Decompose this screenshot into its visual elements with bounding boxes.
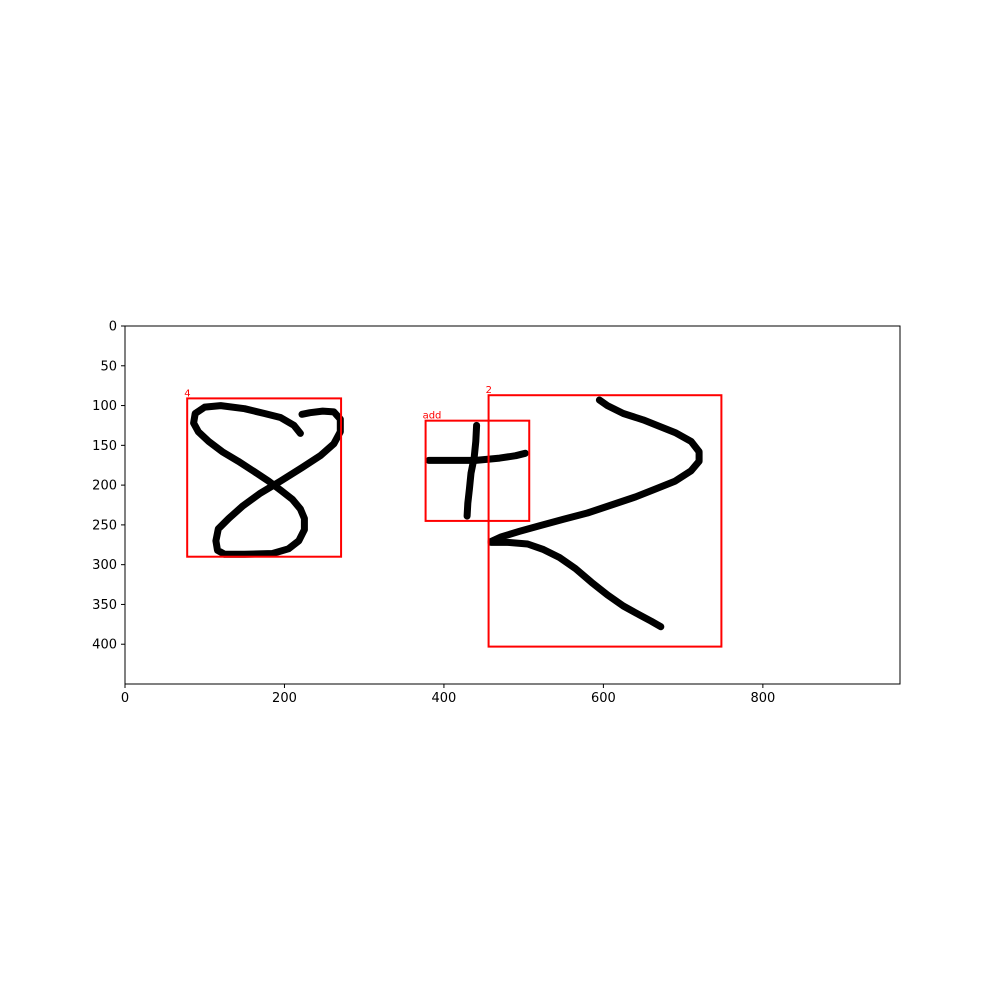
x-tick-label: 600 — [591, 691, 616, 706]
ink-stroke-3 — [463, 421, 481, 520]
y-tick-label: 200 — [92, 479, 117, 494]
x-tick-label: 200 — [272, 691, 297, 706]
axis-ticks: 0 200 400 600 800 0 50 100 150 200 250 300 350 400 — [92, 320, 775, 707]
handwriting-strokes — [190, 396, 703, 631]
box-label-add: add — [423, 411, 442, 422]
bounding-box-4 — [186, 397, 343, 558]
y-tick-label: 400 — [92, 638, 117, 653]
x-tick-label: 800 — [750, 691, 775, 706]
axes-frame — [124, 325, 901, 685]
box-label-4: 4 — [184, 388, 190, 399]
y-tick-label: 0 — [109, 320, 117, 335]
x-tick-label: 0 — [121, 691, 129, 706]
y-tick-label: 100 — [92, 399, 117, 414]
y-tick-label: 300 — [92, 558, 117, 573]
y-tick-label: 150 — [92, 439, 117, 454]
y-tick-label: 350 — [92, 598, 117, 613]
bounding-box-add — [424, 419, 531, 522]
box-label-2: 2 — [486, 385, 492, 396]
bounding-boxes: 4 add 2 — [184, 385, 723, 648]
ink-stroke-4 — [487, 396, 703, 546]
x-tick-label: 400 — [432, 691, 457, 706]
y-tick-label: 250 — [92, 518, 117, 533]
ink-stroke-1 — [190, 402, 344, 558]
axes-border — [124, 325, 901, 685]
y-tick-label: 50 — [100, 359, 117, 374]
ink-stroke-5 — [487, 538, 665, 631]
bounding-box-2 — [487, 394, 723, 648]
